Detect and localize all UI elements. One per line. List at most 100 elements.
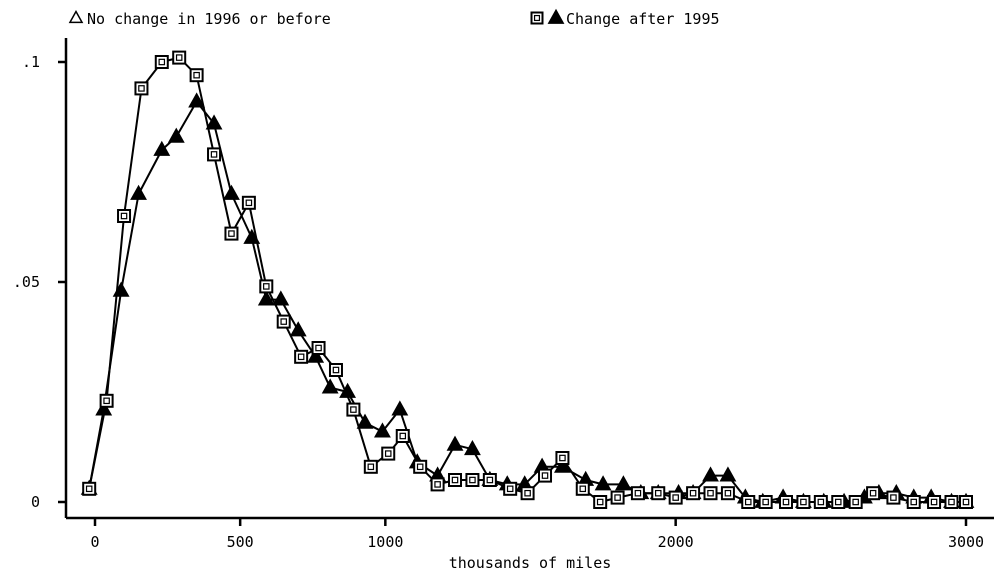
square-marker-outer xyxy=(503,481,518,496)
square-marker-inner xyxy=(228,230,235,237)
square-marker-outer xyxy=(154,55,169,69)
square-marker xyxy=(448,473,463,487)
square-marker-inner xyxy=(579,485,587,493)
square-marker-inner xyxy=(175,54,183,61)
square-marker-outer xyxy=(381,446,396,461)
triangle-marker xyxy=(307,347,325,363)
square-marker xyxy=(758,495,773,509)
square-marker-outer xyxy=(866,486,881,501)
square-marker-inner xyxy=(263,283,270,290)
square-marker-outer xyxy=(465,473,480,487)
square-marker-outer xyxy=(134,81,149,96)
square-marker-outer xyxy=(944,495,959,509)
square-marker-outer xyxy=(593,495,608,509)
square-marker-outer xyxy=(630,486,645,501)
square-marker-inner xyxy=(672,494,679,501)
square-marker-inner xyxy=(280,318,287,325)
triangle-marker xyxy=(719,466,737,482)
square-marker xyxy=(207,147,222,162)
square-marker xyxy=(651,486,666,501)
square-marker-outer xyxy=(778,495,793,509)
square-marker-inner xyxy=(852,498,859,506)
axes: thousands of miles xyxy=(64,38,994,572)
square-marker xyxy=(189,68,204,83)
square-marker-outer xyxy=(668,490,683,505)
square-marker xyxy=(668,490,683,505)
square-marker-inner xyxy=(707,489,714,497)
triangle-marker xyxy=(446,435,464,451)
square-marker xyxy=(465,473,480,487)
square-marker-outer xyxy=(207,147,222,162)
square-marker-inner xyxy=(559,454,566,462)
square-marker xyxy=(346,402,361,417)
square-marker xyxy=(294,349,309,364)
square-marker xyxy=(259,279,274,294)
triangle-marker xyxy=(272,290,290,306)
triangle-marker xyxy=(547,8,565,24)
triangle-marker xyxy=(594,475,612,491)
square-marker xyxy=(703,486,718,501)
square-marker xyxy=(154,55,169,69)
square-marker-outer xyxy=(651,486,666,501)
x-tick-label: 2000 xyxy=(658,533,694,551)
square-marker-outer xyxy=(575,481,590,496)
square-marker-outer xyxy=(82,481,97,496)
square-marker xyxy=(610,490,625,505)
square-marker xyxy=(831,495,846,509)
square-marker-outer xyxy=(720,486,735,501)
square-marker-inner xyxy=(416,463,424,471)
square-marker-inner xyxy=(193,71,200,79)
square-marker-inner xyxy=(533,14,541,22)
square-marker-outer xyxy=(413,459,428,474)
x-tick-label: 0 xyxy=(90,533,99,551)
square-marker-inner xyxy=(524,489,531,497)
square-marker-inner xyxy=(486,476,494,484)
square-marker xyxy=(311,341,326,355)
square-marker xyxy=(720,486,735,501)
square-marker-outer xyxy=(555,451,570,465)
square-marker xyxy=(134,81,149,96)
triangle-marker xyxy=(554,457,571,473)
square-marker-inner xyxy=(158,58,166,66)
square-marker-inner xyxy=(332,366,340,374)
square-marker-outer xyxy=(796,495,811,509)
square-marker-outer xyxy=(848,495,863,509)
square-marker-inner xyxy=(689,489,697,497)
square-marker-inner xyxy=(890,494,897,501)
square-marker-outer xyxy=(276,314,291,329)
triangle-marker xyxy=(188,92,206,108)
square-marker xyxy=(82,481,97,496)
square-marker-outer xyxy=(831,495,846,509)
square-marker-outer xyxy=(99,393,114,408)
square-marker-inner xyxy=(910,498,918,506)
x-tick-label: 500 xyxy=(227,533,254,551)
square-marker-outer xyxy=(346,402,361,417)
square-marker-inner xyxy=(930,498,938,506)
square-marker xyxy=(778,495,793,509)
triangle-marker xyxy=(167,127,185,143)
square-marker xyxy=(593,495,608,509)
square-marker-inner xyxy=(384,450,392,457)
square-marker-inner xyxy=(782,498,790,506)
square-marker-inner xyxy=(634,489,642,497)
square-marker-inner xyxy=(297,353,305,361)
square-marker xyxy=(172,50,187,65)
square-marker xyxy=(482,473,497,487)
y-tick-label: .05 xyxy=(13,273,40,291)
square-marker-outer xyxy=(328,363,343,377)
square-marker xyxy=(866,486,881,501)
tick-group: 0 500 1000 2000 3000 0 .05 .1 xyxy=(13,53,984,551)
triangle-marker xyxy=(205,114,223,130)
series-line xyxy=(88,56,966,503)
square-marker-inner xyxy=(350,406,357,413)
triangle-marker xyxy=(130,184,147,200)
square-marker-outer xyxy=(241,195,256,210)
square-marker xyxy=(503,481,518,496)
square-marker-outer xyxy=(117,209,132,223)
square-marker-outer xyxy=(538,468,553,483)
square-marker-outer xyxy=(959,495,973,509)
triangle-marker xyxy=(356,413,374,429)
square-marker xyxy=(224,226,239,241)
triangle-marker xyxy=(68,9,84,24)
